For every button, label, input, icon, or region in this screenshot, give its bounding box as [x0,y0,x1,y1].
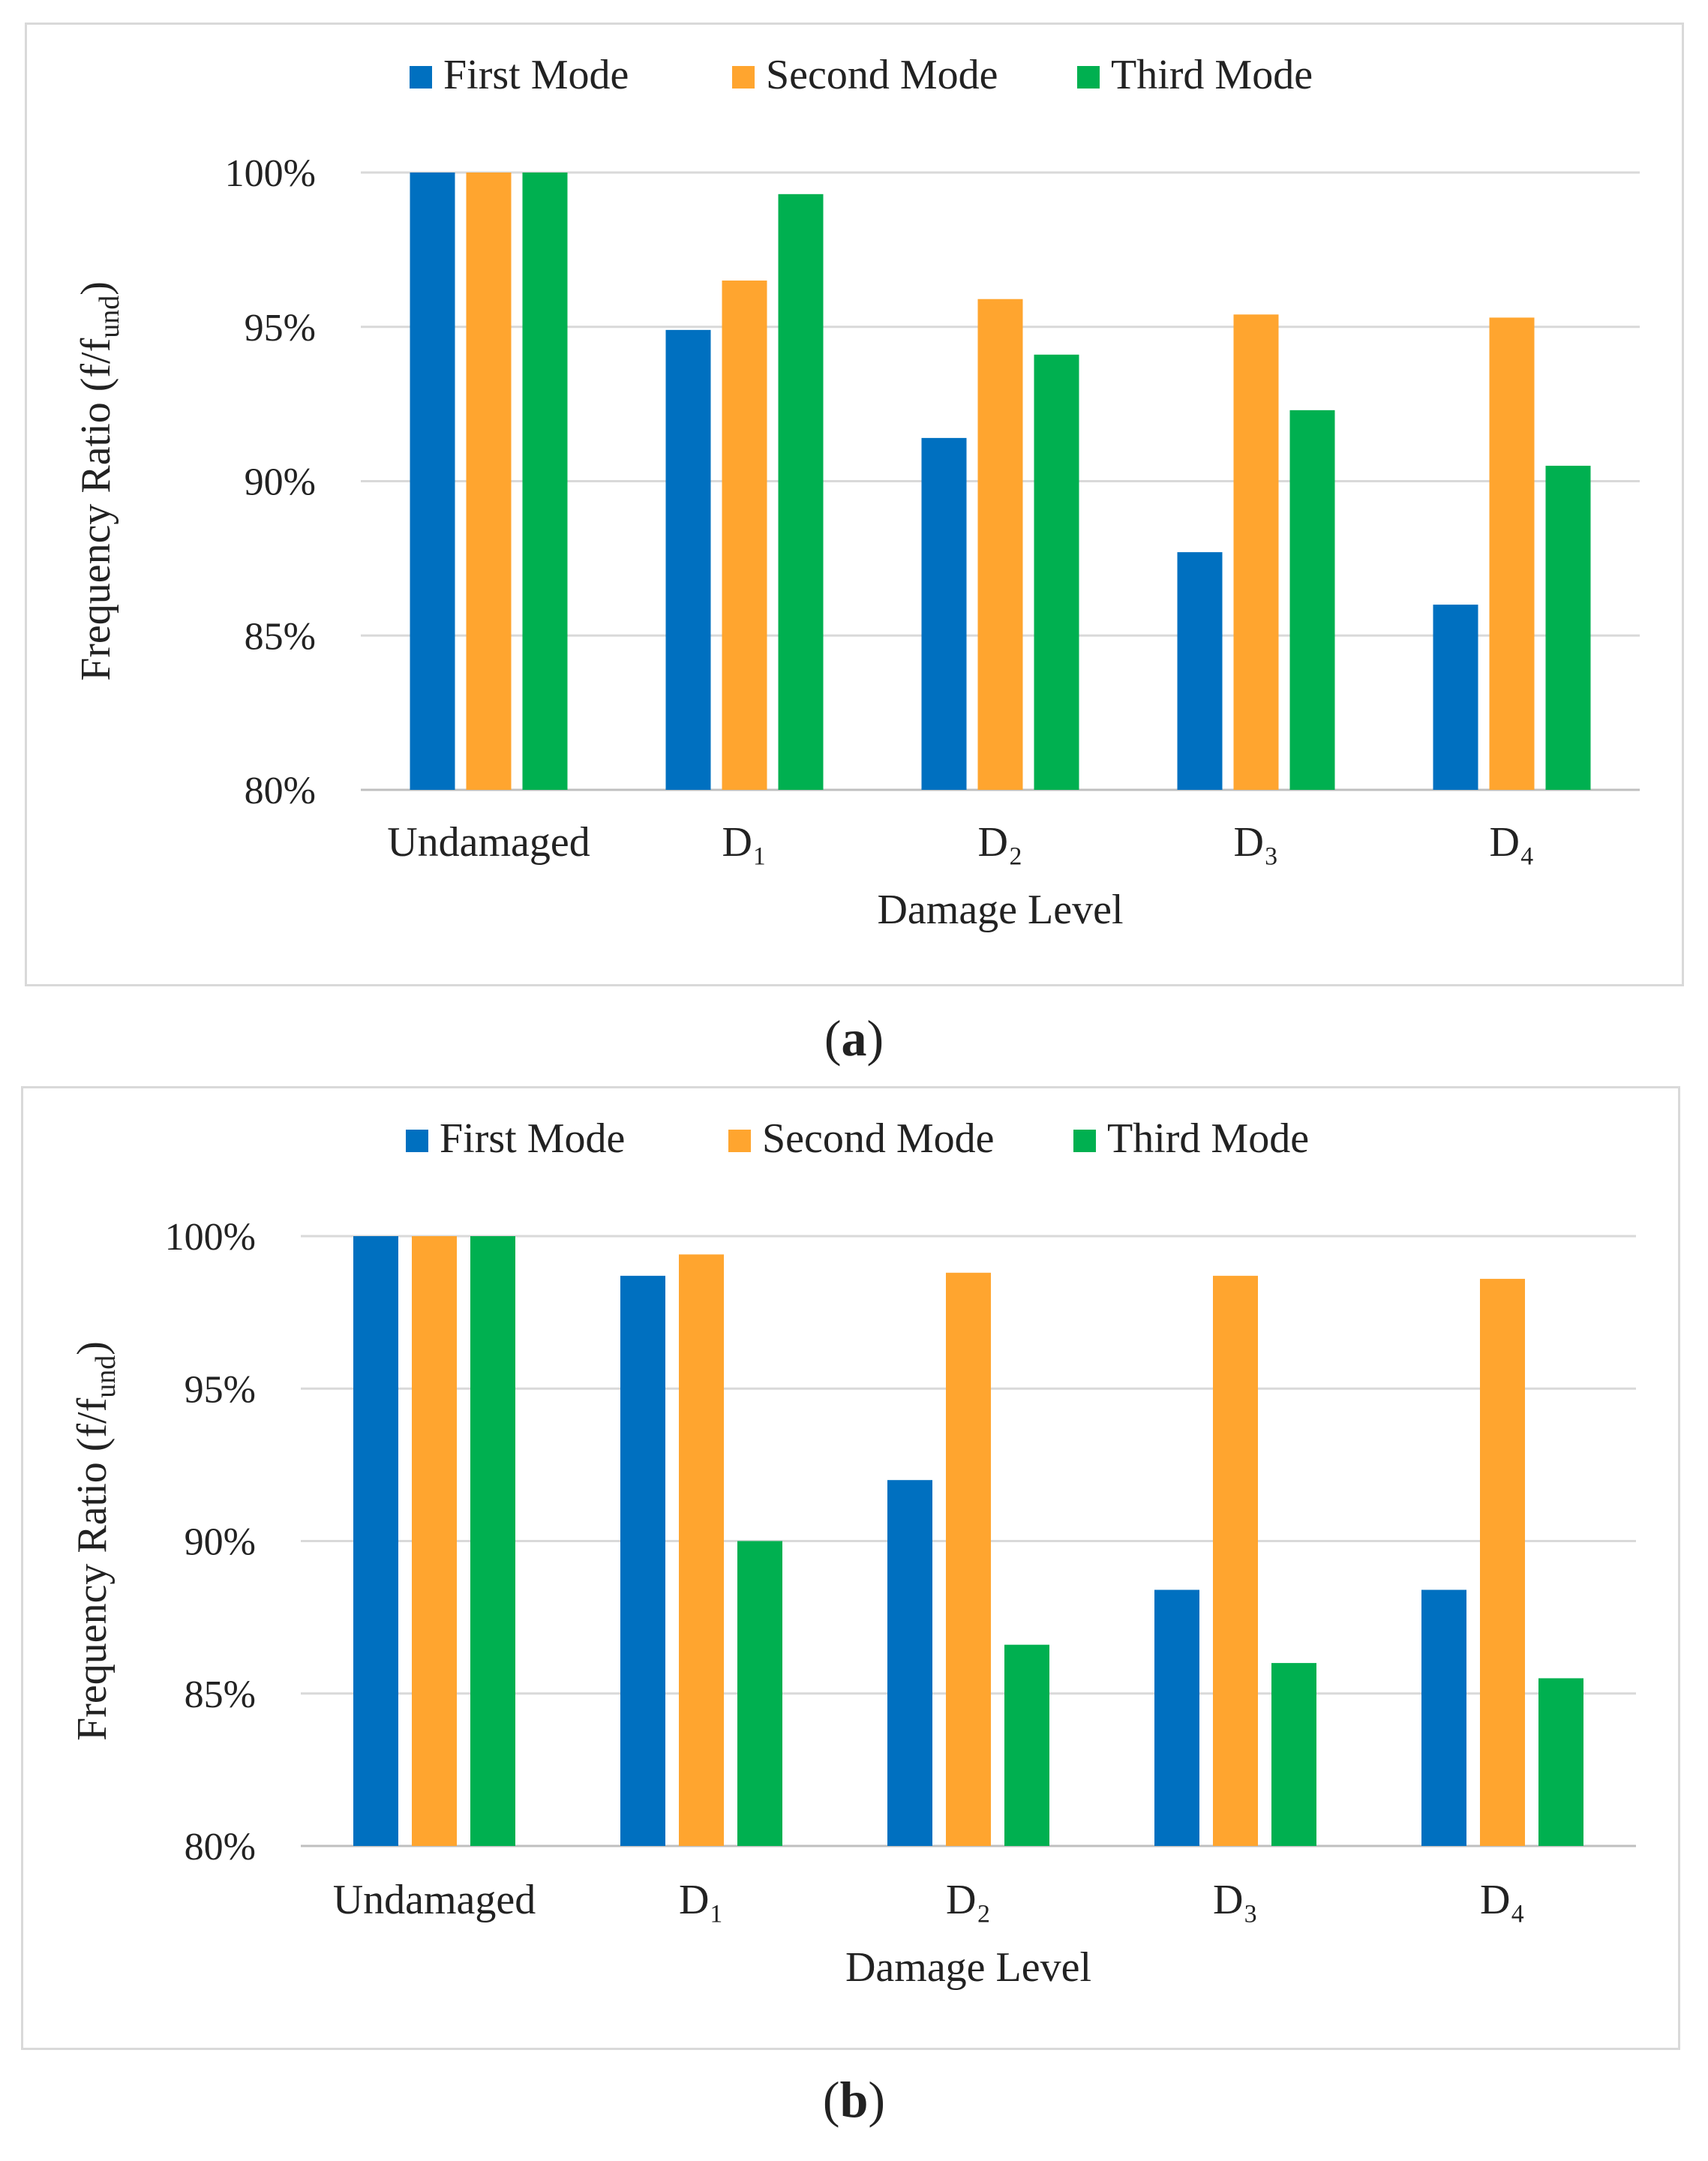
legend-swatch [410,66,432,89]
bar-third-mode [1289,410,1335,790]
panel-b-open: ( [822,2071,840,2128]
bar-first-mode [921,437,967,790]
legend-label: Third Mode [1111,52,1313,98]
y-tick-label: 85% [185,1673,256,1716]
bar-third-mode [470,1236,515,1846]
legend-label: Second Mode [766,52,998,98]
legend: First Mode Second Mode Third Mode [406,1115,1309,1162]
bar-first-mode [665,329,711,790]
bar-third-mode [1271,1663,1316,1846]
y-tick-label: 95% [185,1368,256,1411]
x-tick-label: Undamaged [387,819,590,866]
bar-first-mode [887,1480,932,1846]
panel-a-open: ( [824,1010,842,1067]
y-axis-title-sub: und [94,296,125,338]
panel-a-letter: a [841,1010,867,1067]
panel-a-close: ) [866,1010,884,1067]
y-axis-title-end: ) [73,281,119,296]
bar-first-mode [620,1275,665,1846]
x-tick-label: D₁ [679,1877,724,1923]
y-tick-label: 95% [245,307,316,350]
bar-second-mode [1480,1278,1525,1846]
bar-third-mode [522,173,568,790]
x-tick-label: D₄ [1480,1877,1525,1923]
bar-first-mode [410,173,455,790]
chart-b-svg: 80% 85% 90% 95% 100% Undamaged D₁ D₂ D₃ D₄ Damage … [69,1115,1636,1991]
x-tick-label: D₁ [722,819,767,866]
chart-a-frame: 80% 85% 90% 95% 100% Undamaged D₁ D₂ D₃ D₄ Damage … [25,23,1684,986]
legend-swatch [1077,66,1100,89]
x-axis-title: Damage Level [845,1944,1091,1991]
bars [353,1236,1583,1846]
x-tick-label: D₂ [978,819,1023,866]
panel-b-close: ) [868,2071,886,2128]
bars [410,173,1591,791]
y-axis-title: Frequency Ratio (f/fund) [69,1341,122,1741]
y-axis-title-sub: und [90,1355,122,1398]
bar-second-mode [946,1272,991,1846]
bar-second-mode [412,1236,457,1846]
x-tick-label: D₃ [1234,819,1279,866]
legend: First Mode Second Mode Third Mode [410,52,1313,98]
y-tick-label: 85% [245,615,316,658]
legend-label: Second Mode [762,1115,995,1162]
legend-label: First Mode [443,52,629,98]
x-tick-label: D₄ [1490,819,1535,866]
y-tick-label: 100% [165,1216,256,1259]
legend-swatch [406,1130,428,1152]
y-axis-title-end: ) [69,1341,116,1355]
bar-third-mode [1034,354,1079,790]
bar-first-mode [353,1236,398,1846]
x-tick-label: D₃ [1213,1877,1258,1923]
bar-second-mode [1233,314,1279,790]
bar-third-mode [737,1541,782,1846]
y-tick-label: 90% [185,1521,256,1564]
legend-label: Third Mode [1107,1115,1309,1162]
bar-third-mode [1538,1678,1583,1846]
bar-third-mode [778,194,824,790]
bar-third-mode [1545,465,1591,790]
bar-first-mode [1154,1589,1199,1846]
y-tick-label: 80% [245,770,316,812]
x-axis-title: Damage Level [877,887,1123,933]
y-tick-label: 100% [225,152,316,195]
panel-b-letter: b [839,2071,869,2128]
y-tick-label: 90% [245,461,316,504]
panel-label-a: (a) [0,1009,1708,1068]
chart-b-frame: 80% 85% 90% 95% 100% Undamaged D₁ D₂ D₃ D₄ Damage … [21,1086,1680,2050]
bar-second-mode [679,1254,724,1846]
bar-first-mode [1421,1589,1466,1846]
bar-first-mode [1177,552,1223,790]
bar-third-mode [1004,1644,1049,1846]
y-axis-title-main: Frequency Ratio (f/f [73,338,119,681]
bar-second-mode [466,173,512,790]
bar-first-mode [1433,605,1478,790]
legend-swatch [728,1130,751,1152]
legend-label: First Mode [440,1115,625,1162]
chart-a-svg: 80% 85% 90% 95% 100% Undamaged D₁ D₂ D₃ D₄ Damage … [73,52,1640,933]
y-axis-title-main: Frequency Ratio (f/f [69,1397,116,1741]
legend-swatch [732,66,755,89]
bar-second-mode [722,281,767,790]
bar-second-mode [1213,1275,1258,1846]
panel-label-b: (b) [0,2070,1708,2129]
legend-swatch [1073,1130,1096,1152]
x-tick-label: Undamaged [333,1877,536,1923]
y-tick-label: 80% [185,1826,256,1868]
y-axis-title: Frequency Ratio (f/fund) [73,281,125,681]
bar-second-mode [977,299,1023,791]
bar-second-mode [1489,317,1535,790]
x-tick-label: D₂ [946,1877,991,1923]
